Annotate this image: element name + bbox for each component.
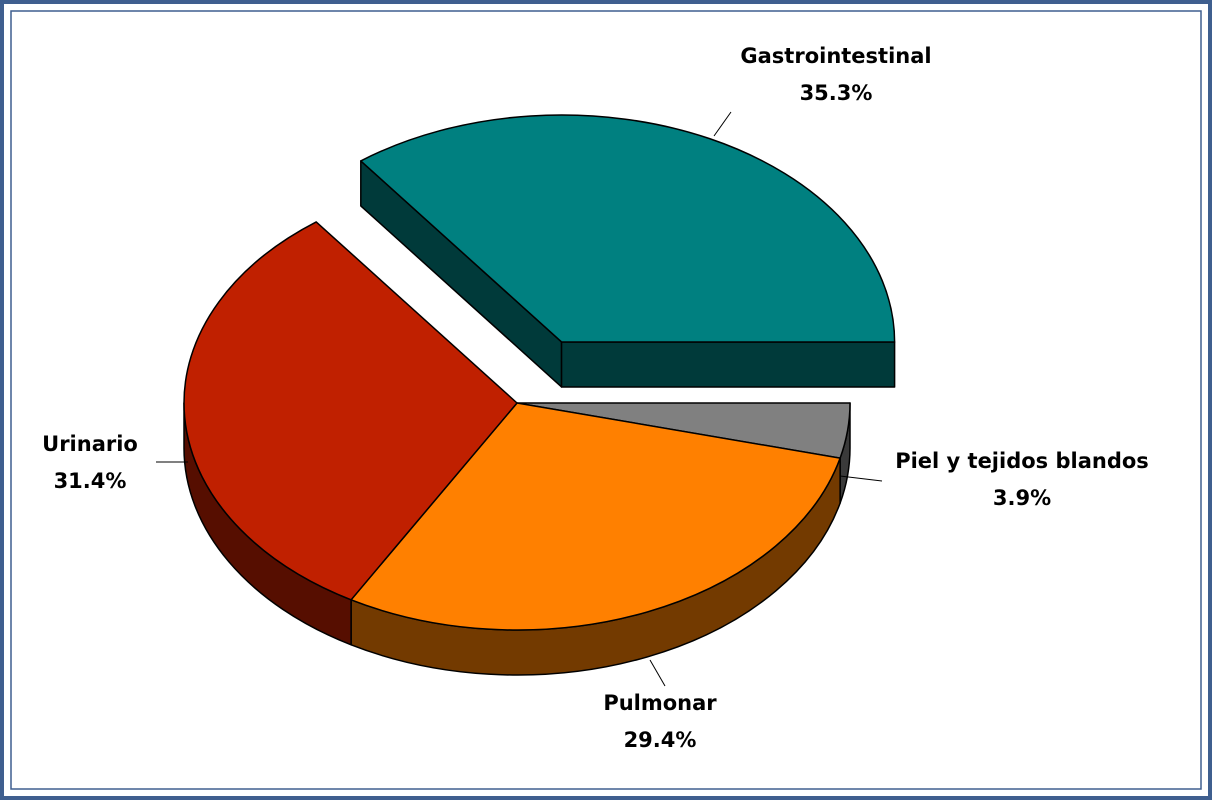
category-label: Urinario [42, 432, 138, 456]
category-label: Pulmonar [603, 691, 717, 715]
inner-frame [10, 10, 1202, 790]
leader-line [713, 111, 732, 137]
slice [360, 114, 896, 343]
category-label: Piel y tejidos blandos [895, 449, 1149, 473]
value-label: 3.9% [993, 486, 1051, 510]
category-label: Gastrointestinal [740, 44, 931, 68]
value-label: 35.3% [800, 81, 873, 105]
slice-side [560, 341, 896, 388]
labels: Piel y tejidos blandos 3.9% Pulmonar 29.4% U… [42, 44, 1149, 752]
pie [183, 114, 896, 676]
leader-line [839, 475, 883, 482]
value-label: 29.4% [624, 728, 697, 752]
value-label: 31.4% [54, 469, 127, 493]
slice [350, 402, 841, 631]
slice [183, 221, 518, 601]
leader-line [649, 659, 666, 687]
